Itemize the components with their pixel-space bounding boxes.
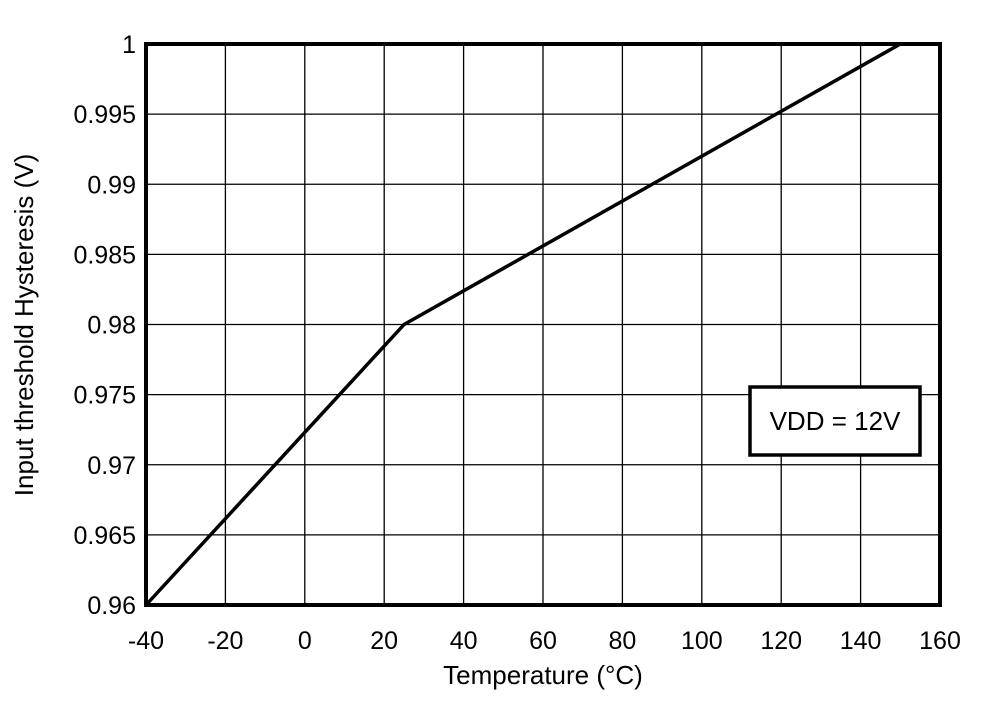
y-tick-label: 0.98: [87, 312, 136, 340]
x-tick-label: 60: [529, 627, 557, 655]
x-tick-label: 100: [681, 627, 723, 655]
x-tick-label: -20: [207, 627, 243, 655]
y-tick-label: 0.985: [73, 241, 136, 269]
y-tick-label: 0.965: [73, 522, 136, 550]
y-tick-label: 0.995: [73, 101, 136, 129]
y-tick-label: 0.975: [73, 382, 136, 410]
x-tick-label: 140: [840, 627, 882, 655]
plot-frame: [144, 42, 942, 607]
x-tick-label: 80: [608, 627, 636, 655]
y-tick-label: 1: [122, 31, 136, 59]
y-tick-label: 0.96: [87, 592, 136, 620]
x-tick-label: 160: [919, 627, 961, 655]
grid-lines: [145, 43, 941, 606]
x-tick-label: 120: [760, 627, 802, 655]
x-tick-label: -40: [128, 627, 164, 655]
series-line: [144, 42, 902, 607]
annotation-box: [748, 385, 922, 457]
y-axis-tick-labels: 0.96 0.965 0.97 0.975 0.98 0.985 0.99 0.995 1: [73, 31, 136, 620]
x-axis-label: Temperature (°C): [443, 660, 643, 690]
x-axis-tick-labels: -40 -20 0 20 40 60 80 100 120 140 160: [128, 627, 961, 655]
x-tick-label: 0: [298, 627, 312, 655]
x-tick-label: 20: [370, 627, 398, 655]
annotation-text: VDD = 12V: [770, 406, 901, 436]
annotations: VDD = 12V: [748, 385, 922, 457]
y-tick-label: 0.99: [87, 171, 136, 199]
y-axis-label: Input threshold Hysteresis (V): [9, 154, 39, 496]
y-tick-label: 0.97: [87, 452, 136, 480]
data-series: [144, 42, 902, 607]
x-tick-label: 40: [450, 627, 478, 655]
